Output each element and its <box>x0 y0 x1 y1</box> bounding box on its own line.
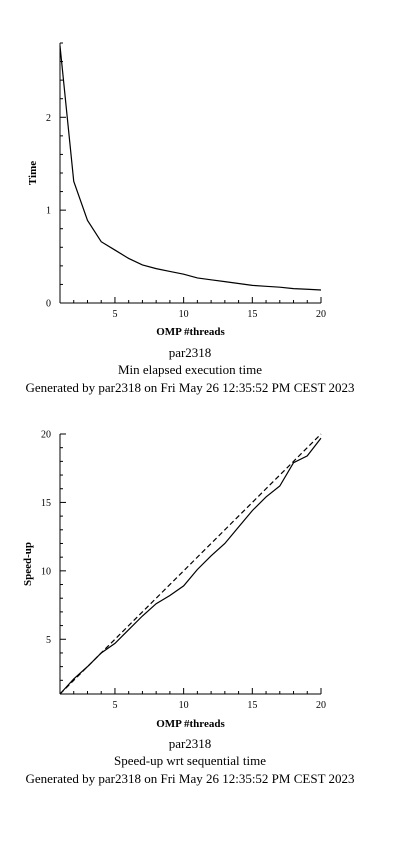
y-tick-label: 15 <box>41 498 51 509</box>
chart-1: 5 10 15 20 0 1 2 OMP #threads Time par2318 Min ela… <box>25 42 355 395</box>
chart-2: 5 10 15 20 5 10 15 20 OMP #threads Speed-up par231… <box>22 430 355 787</box>
caption-title: Speed-up wrt sequential time <box>114 753 266 768</box>
y-tick-label: 5 <box>46 635 51 646</box>
x-tick-label: 10 <box>179 309 189 320</box>
caption-generated: Generated by par2318 on Fri May 26 12:35… <box>25 380 354 395</box>
caption-user: par2318 <box>169 345 212 360</box>
x-tick-label: 15 <box>247 309 257 320</box>
x-tick-label: 20 <box>316 309 326 320</box>
x-tick-label: 5 <box>112 309 117 320</box>
y-axis-title: Speed-up <box>22 542 34 586</box>
x-axis-title: OMP #threads <box>156 326 225 338</box>
y-tick-label: 1 <box>46 206 51 217</box>
y-axis-title: Time <box>27 161 39 185</box>
y-tick-label: 2 <box>46 113 51 124</box>
caption-title: Min elapsed execution time <box>118 362 262 377</box>
caption-user: par2318 <box>169 736 212 751</box>
x-tick-label: 20 <box>316 700 326 711</box>
x-axis-title: OMP #threads <box>156 718 225 730</box>
x-tick-label: 5 <box>112 700 117 711</box>
caption-generated: Generated by par2318 on Fri May 26 12:35… <box>25 771 354 786</box>
series-line <box>59 45 322 291</box>
y-tick-label: 0 <box>46 299 51 310</box>
series-line <box>59 437 322 695</box>
x-tick-label: 15 <box>247 700 257 711</box>
reference-line <box>59 433 322 695</box>
x-tick-label: 10 <box>179 700 189 711</box>
y-tick-label: 10 <box>41 566 51 577</box>
y-tick-label: 20 <box>41 430 51 441</box>
